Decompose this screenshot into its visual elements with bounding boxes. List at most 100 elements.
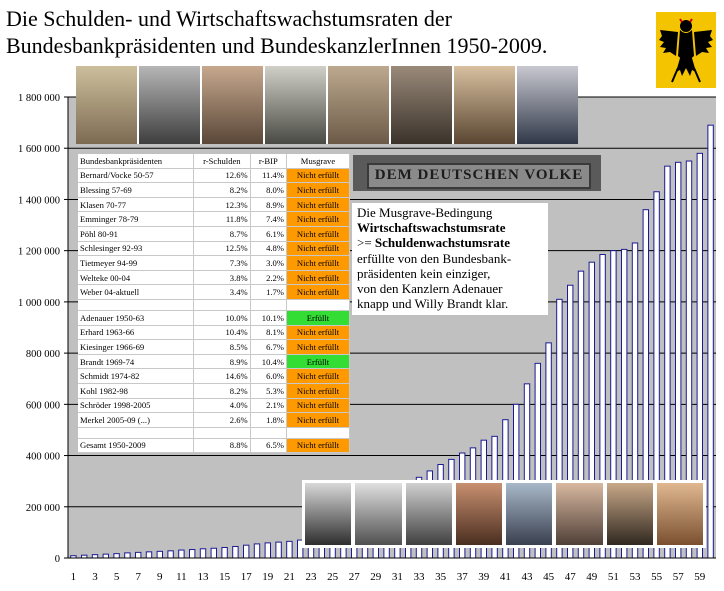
- table-cell: 8.9%: [250, 197, 287, 213]
- x-tick-label: 29: [370, 571, 382, 583]
- bar: [707, 124, 714, 559]
- portrait-photo: [454, 66, 515, 144]
- y-tick-label: 800 000: [26, 349, 60, 360]
- table-cell: 1.7%: [250, 284, 287, 300]
- bar: [232, 545, 239, 559]
- table-cell: 11.4%: [250, 168, 287, 184]
- x-tick-label: 45: [543, 571, 555, 583]
- table-row: Erhard 1963-66 10.4% 8.1% Nicht erfüllt: [78, 325, 351, 341]
- table-cell: Nicht erfüllt: [286, 226, 351, 242]
- portrait-photo: [328, 66, 389, 144]
- table-cell: Schmidt 1974-82: [78, 368, 194, 384]
- table-cell: 6.7%: [250, 339, 287, 355]
- x-tick-label: 35: [435, 571, 447, 583]
- table-cell: 4.0%: [193, 398, 251, 414]
- y-tick-label: 1 400 000: [18, 195, 60, 206]
- bar: [156, 550, 164, 559]
- table-cell: 12.6%: [193, 168, 251, 184]
- table-cell: 6.1%: [250, 226, 287, 242]
- table-cell: 8.0%: [250, 182, 287, 198]
- y-tick-label: 0: [55, 554, 60, 565]
- bar: [210, 547, 218, 559]
- table-cell: 11.8%: [193, 211, 251, 227]
- musgrave-table: Bundesbankpräsidenten r-Schulden r-BIP Musg…: [78, 154, 351, 454]
- table-cell: Nicht erfüllt: [286, 284, 351, 300]
- note-line: Die Musgrave-Bedingung: [357, 205, 493, 220]
- x-tick-label: 9: [157, 571, 163, 583]
- x-tick-label: 51: [608, 571, 619, 583]
- banner-text: DEM DEUTSCHEN VOLKE: [367, 163, 591, 189]
- table-cell: Schlesinger 92-93: [78, 241, 194, 257]
- table-row: Gesamt 1950-2009 8.8% 6.5% Nicht erfüllt: [78, 438, 351, 454]
- x-tick-label: 15: [219, 571, 231, 583]
- bar: [124, 552, 131, 559]
- note-line: >=: [357, 235, 375, 251]
- table-cell: 2.6%: [193, 412, 251, 428]
- table-cell: 14.6%: [193, 368, 251, 384]
- x-tick-label: 7: [135, 571, 141, 583]
- table-cell: 8.7%: [193, 226, 251, 242]
- portrait-photo: [391, 66, 452, 144]
- table-cell: 2.2%: [250, 270, 287, 286]
- x-tick-label: 21: [284, 571, 295, 583]
- chart-title-line-2: Bundesbankpräsidenten und BundeskanzlerI…: [6, 33, 548, 58]
- x-tick-label: 33: [414, 571, 426, 583]
- bar: [264, 542, 272, 559]
- bar: [286, 540, 293, 559]
- table-row: Welteke 00-04 3.8% 2.2% Nicht erfüllt: [78, 270, 351, 286]
- table-cell: Nicht erfüllt: [286, 398, 351, 414]
- table-cell: 2.1%: [250, 398, 287, 414]
- table-cell: 8.9%: [193, 354, 251, 370]
- musgrave-note: Die Musgrave-Bedingung Wirtschaftswachst…: [352, 203, 548, 316]
- table-cell: 10.4%: [250, 354, 287, 370]
- portrait-photo: [506, 483, 553, 545]
- x-tick-label: 1: [71, 571, 77, 583]
- table-row: Schlesinger 92-93 12.5% 4.8% Nicht erfüllt: [78, 241, 351, 257]
- table-cell: Pöhl 80-91: [78, 226, 194, 242]
- table-row: Kohl 1982-98 8.2% 5.3% Nicht erfüllt: [78, 383, 351, 399]
- table-cell: 6.5%: [250, 438, 287, 454]
- table-cell: 10.1%: [250, 310, 287, 326]
- table-row: Schröder 1998-2005 4.0% 2.1% Nicht erfüllt: [78, 398, 351, 414]
- table-spacer-row: [78, 299, 351, 311]
- bar: [178, 549, 185, 559]
- table-header-row: Bundesbankpräsidenten r-Schulden r-BIP Musg…: [78, 154, 351, 169]
- table-cell: 12.5%: [193, 241, 251, 257]
- portrait-photo: [139, 66, 200, 144]
- table-cell: 10.4%: [193, 325, 251, 341]
- x-tick-label: 11: [176, 571, 187, 583]
- table-row: Adenauer 1950-63 10.0% 10.1% Erfüllt: [78, 310, 351, 326]
- portrait-photo: [517, 66, 578, 144]
- table-cell: 1.8%: [250, 412, 287, 428]
- table-cell: 3.4%: [193, 284, 251, 300]
- x-tick-label: 43: [522, 571, 534, 583]
- x-tick-label: 23: [306, 571, 318, 583]
- x-tick-label: 31: [392, 571, 403, 583]
- portrait-photo: [355, 483, 402, 545]
- table-cell: Kiesinger 1966-69: [78, 339, 194, 355]
- coat-of-arms-icon: [656, 12, 716, 88]
- x-tick-label: 25: [327, 571, 339, 583]
- table-cell: Brandt 1969-74: [78, 354, 194, 370]
- table-row: Tietmeyer 94-99 7.3% 3.0% Nicht erfüllt: [78, 255, 351, 271]
- portrait-photo: [556, 483, 603, 545]
- table-cell: Welteke 00-04: [78, 270, 194, 286]
- table-cell: 4.8%: [250, 241, 287, 257]
- table-cell: 8.8%: [193, 438, 251, 454]
- x-tick-label: 27: [349, 571, 361, 583]
- table-cell: Nicht erfüllt: [286, 241, 351, 257]
- x-tick-label: 37: [457, 571, 469, 583]
- portrait-photo: [265, 66, 326, 144]
- x-tick-label: 47: [565, 571, 577, 583]
- bar: [135, 551, 142, 559]
- note-line: von den Kanzlern Adenauer: [357, 281, 503, 297]
- table-cell: Nicht erfüllt: [286, 255, 351, 271]
- table-row: Kiesinger 1966-69 8.5% 6.7% Nicht erfüllt: [78, 339, 351, 355]
- chart-title-line-1: Die Schulden- und Wirtschaftswachstumsra…: [6, 6, 452, 31]
- table-cell: Klasen 70-77: [78, 197, 194, 213]
- table-row: Weber 04-aktuell 3.4% 1.7% Nicht erfüllt: [78, 284, 351, 300]
- table-cell: Nicht erfüllt: [286, 197, 351, 213]
- table-cell: Blessing 57-69: [78, 182, 194, 198]
- bar: [102, 553, 109, 559]
- table-cell: Kohl 1982-98: [78, 383, 194, 399]
